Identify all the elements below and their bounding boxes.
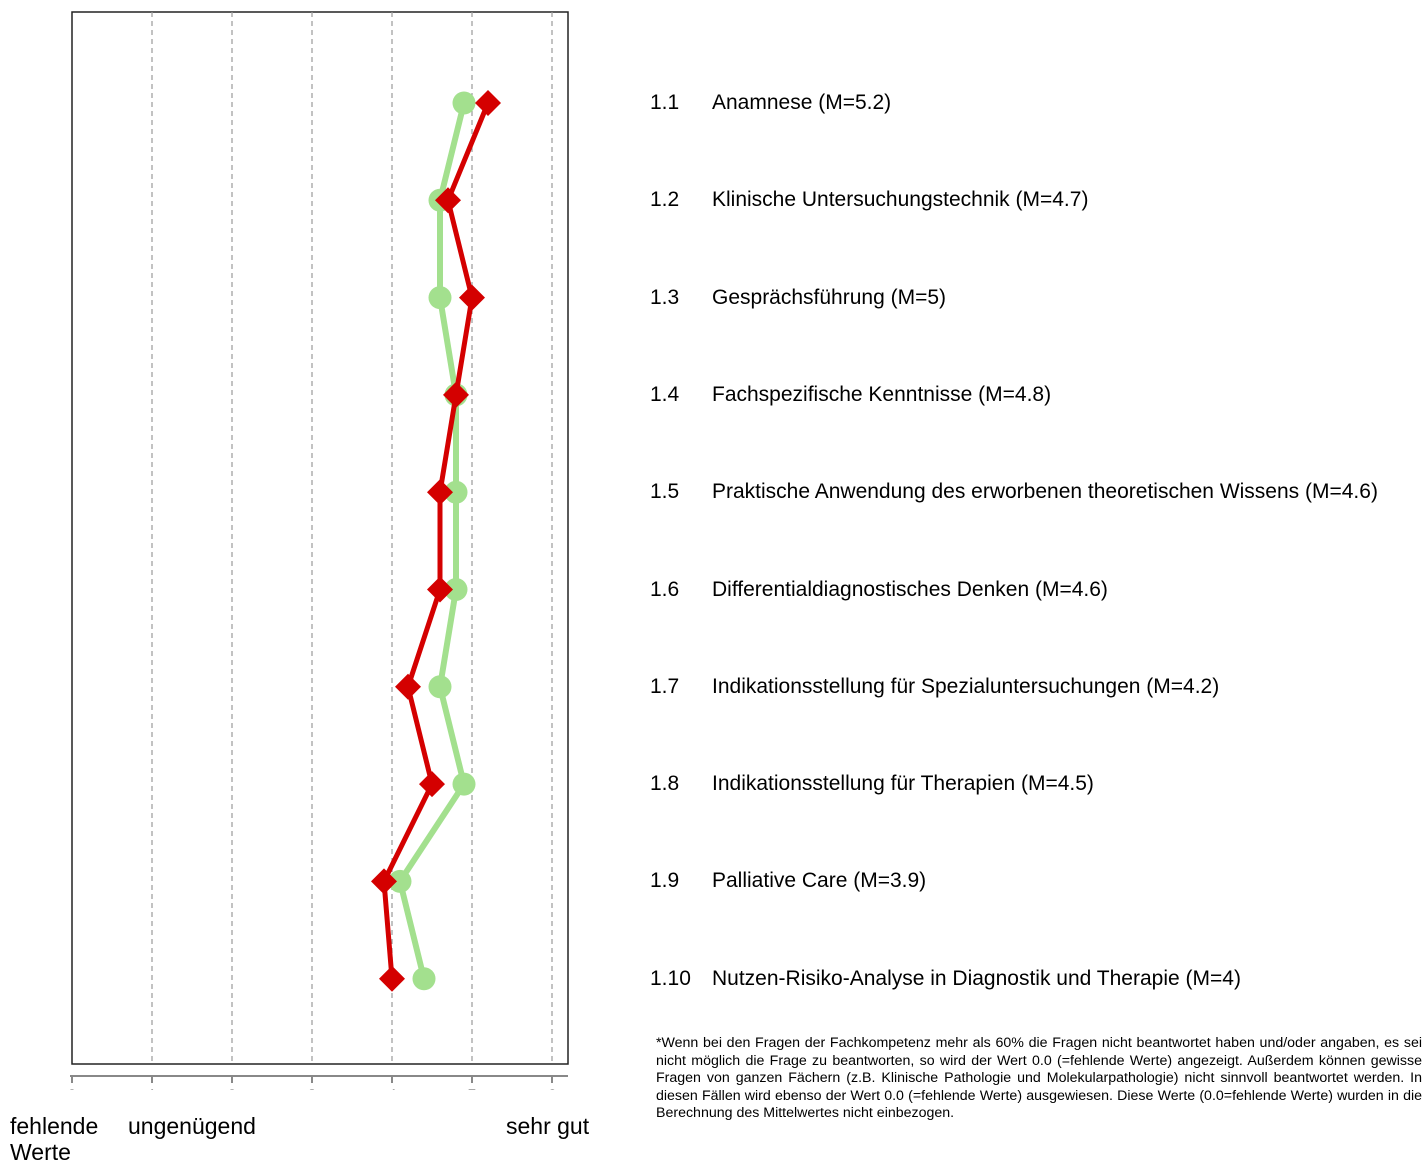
data-point-diamond (459, 284, 485, 311)
data-point-diamond (379, 965, 405, 992)
data-point-circle (412, 967, 436, 991)
scale-label-mid: ungenügend (128, 1113, 256, 1139)
x-tick-label: 3 (307, 1086, 316, 1090)
item-label: Palliative Care (M=3.9) (712, 869, 927, 893)
item-number: 1.4 (650, 382, 680, 406)
data-point-diamond (443, 381, 469, 408)
item-number: 1.6 (650, 577, 680, 601)
data-point-circle (388, 869, 412, 893)
footnote: *Wenn bei den Fragen der Fachkompetenz m… (656, 1035, 1422, 1121)
series-layer (371, 90, 501, 992)
x-tick-label: 5 (467, 1086, 476, 1090)
item-number: 1.10 (650, 966, 691, 990)
series-1 (388, 91, 476, 991)
item-number: 1.1 (650, 91, 680, 114)
data-point-diamond (427, 576, 453, 603)
profile-chart: 0 1 2 3 4 5 6 (67, 11, 569, 1090)
x-tick-label: 4 (387, 1086, 396, 1090)
item-label: Nutzen-Risiko-Analyse in Diagnostik und … (712, 966, 1241, 990)
data-point-circle (428, 286, 452, 310)
x-tick-label: 6 (547, 1086, 556, 1090)
data-point-diamond (435, 187, 461, 214)
x-tick-label: 2 (227, 1086, 236, 1090)
item-number: 1.9 (650, 869, 680, 893)
data-point-diamond (475, 90, 501, 116)
item-label: Klinische Untersuchungstechnik (M=4.7) (712, 188, 1089, 212)
item-label: Indikationsstellung für Spezialuntersuch… (712, 674, 1220, 698)
item-label: Fachspezifische Kenntnisse (M=4.8) (712, 382, 1052, 406)
item-number: 1.2 (650, 188, 680, 212)
data-point-circle (452, 91, 476, 115)
x-axis: 0 1 2 3 4 5 6 (67, 1075, 568, 1090)
series-line (397, 102, 467, 980)
scale-label-high: sehr gut (506, 1113, 590, 1139)
item-label: Praktische Anwendung des erworbenen theo… (712, 480, 1378, 504)
data-point-circle (428, 675, 452, 699)
item-number: 1.5 (650, 480, 680, 504)
item-number: 1.8 (650, 772, 680, 796)
data-point-circle (452, 772, 476, 796)
grid-lines (151, 12, 553, 1064)
item-number: 1.7 (650, 674, 680, 698)
data-point-diamond (419, 771, 445, 798)
data-point-diamond (371, 868, 397, 895)
scale-label-low: fehlende Werte (10, 1113, 99, 1165)
x-tick-label: 1 (147, 1086, 156, 1090)
item-number: 1.3 (650, 285, 680, 309)
series-2 (371, 90, 501, 992)
x-tick-label: 0 (67, 1086, 76, 1090)
series-line (381, 102, 491, 979)
data-point-circle (444, 480, 468, 504)
data-point-diamond (395, 673, 421, 700)
data-point-diamond (427, 479, 453, 506)
item-label: Gesprächsführung (M=5) (712, 285, 947, 309)
item-label: Anamnese (M=5.2) (712, 91, 892, 114)
data-point-circle (444, 578, 468, 601)
plot-frame (71, 11, 569, 1065)
item-label: Indikationsstellung für Therapien (M=4.5… (712, 772, 1094, 796)
item-label: Differentialdiagnostisches Denken (M=4.6… (712, 577, 1108, 601)
